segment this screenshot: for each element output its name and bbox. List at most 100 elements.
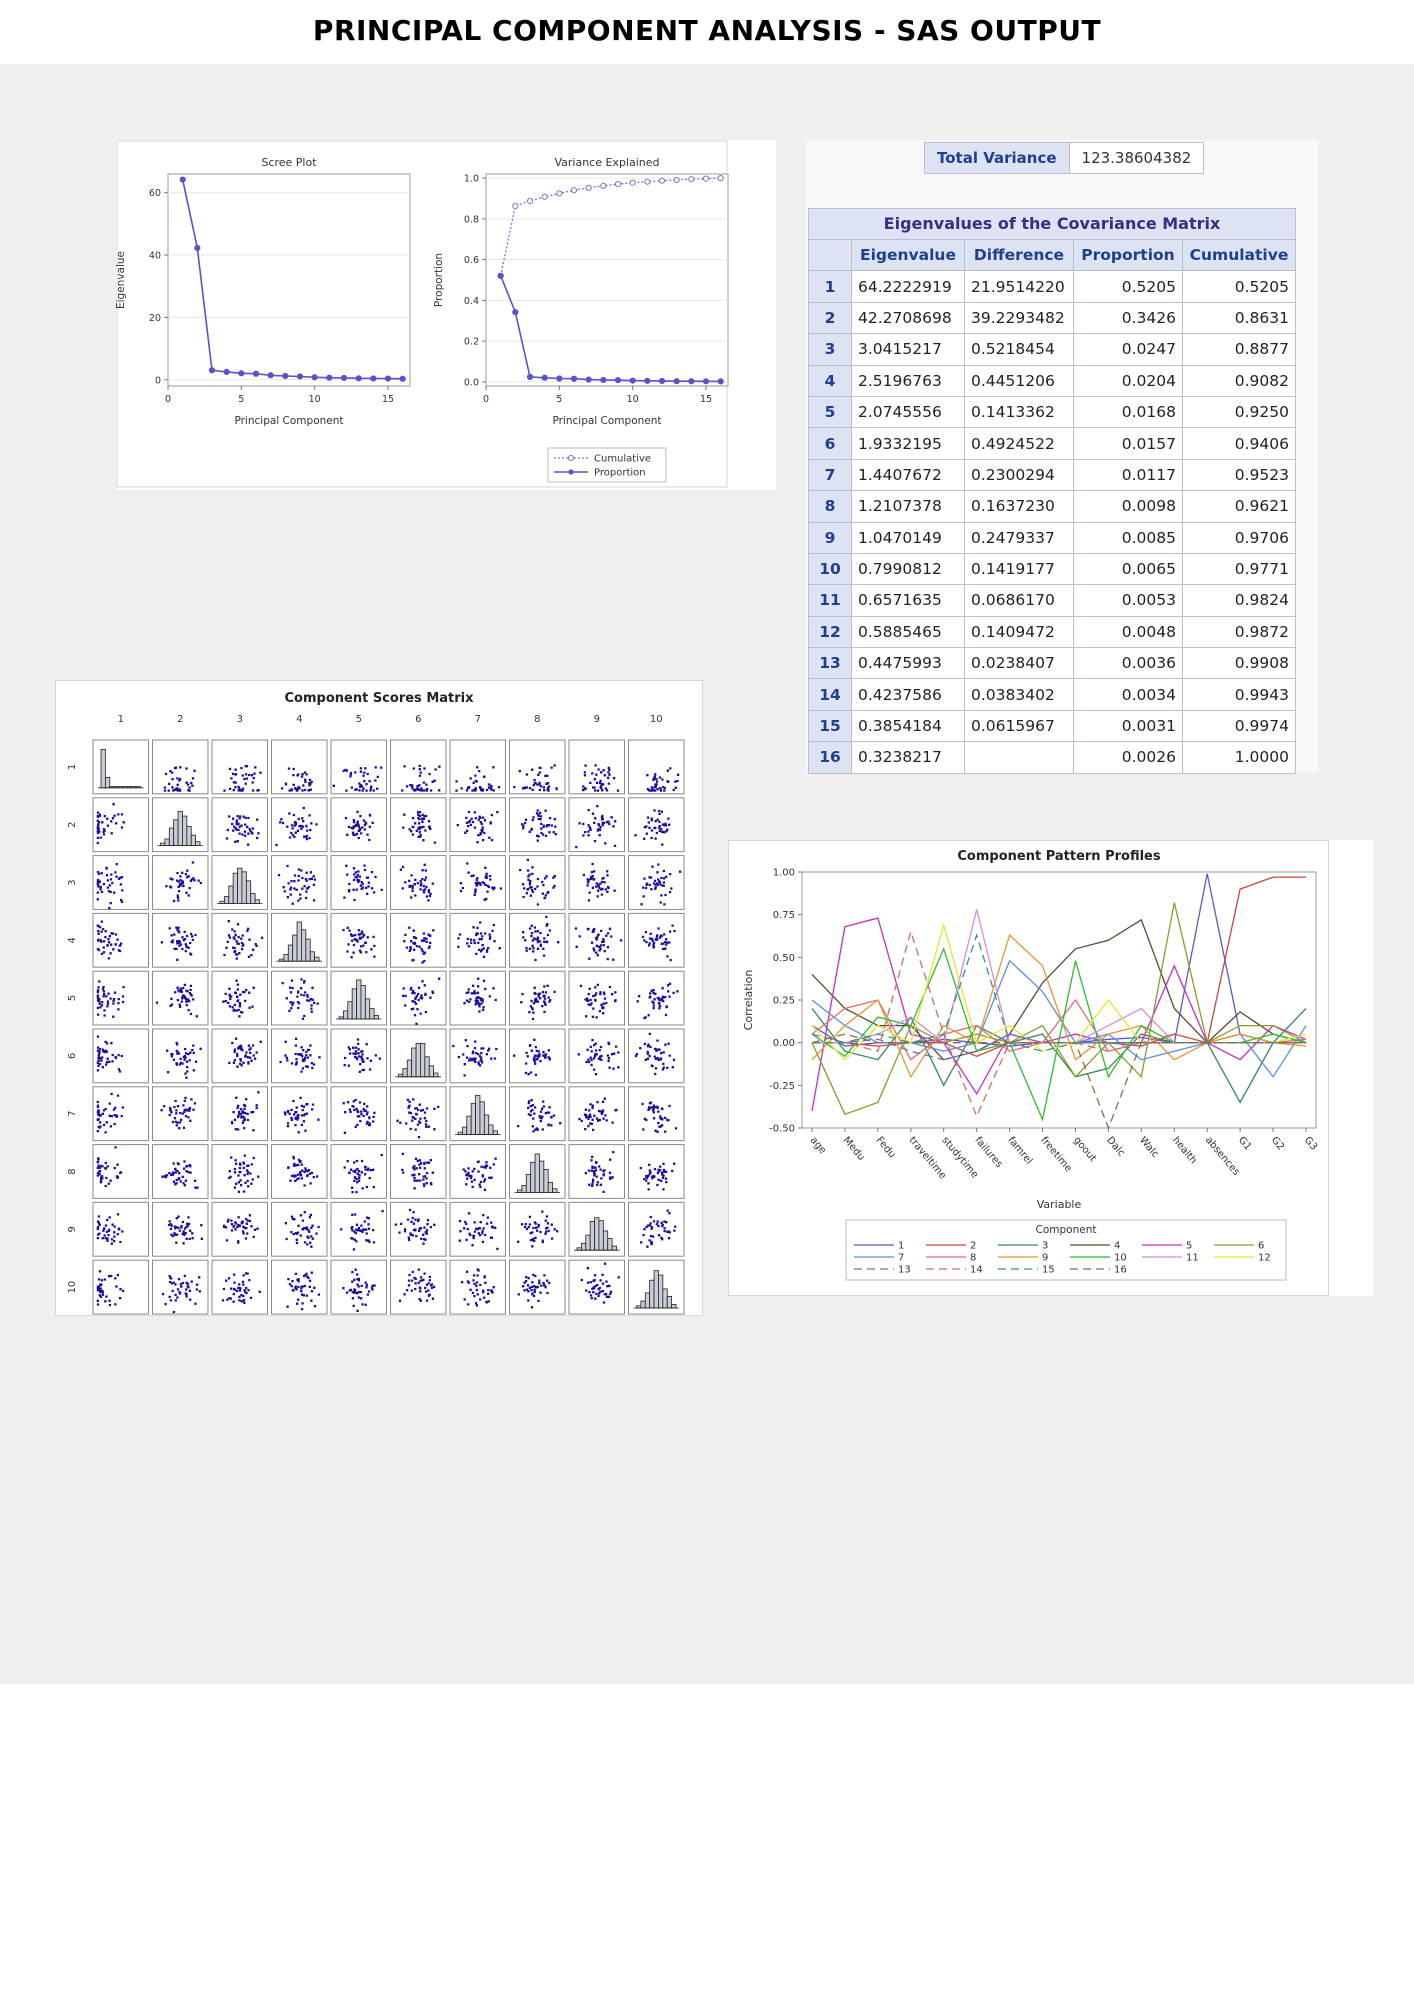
scatter-points [398, 1268, 436, 1302]
histogram-bar [369, 1008, 375, 1020]
scatter-points [343, 864, 383, 902]
variance-point [658, 377, 666, 385]
histogram-bar [640, 1300, 646, 1309]
scatter-points [221, 1272, 261, 1304]
scatter-points [641, 1101, 678, 1133]
matrix-cell [628, 1028, 685, 1084]
matrix-cell-frame [509, 1201, 566, 1257]
scatter-points [277, 864, 317, 905]
col-proportion: Proportion [1073, 238, 1183, 272]
matrix-cell-frame [628, 1086, 685, 1142]
matrix-cell [509, 1086, 566, 1142]
scatter-points [580, 1262, 620, 1304]
histogram-bar [406, 1059, 413, 1078]
scatter-points [634, 809, 671, 846]
histogram-bar [611, 1245, 617, 1251]
matrix-cell [390, 1201, 447, 1257]
variance-point [702, 175, 710, 182]
scatter-points [155, 983, 198, 1018]
variance-point [497, 272, 504, 279]
scree-plot-area [167, 173, 411, 387]
profile-ytick-label: 1.00 [773, 868, 795, 879]
histogram-bar [342, 1010, 349, 1020]
cell-proportion: 0.0065 [1073, 552, 1183, 586]
cell-difference: 21.9514220 [964, 270, 1074, 303]
histogram-bar [250, 893, 256, 904]
variance-point [512, 308, 519, 316]
scatter-points [582, 862, 616, 902]
matrix-cell [92, 1201, 149, 1257]
scatter-points [575, 804, 617, 849]
histogram-bar [356, 979, 362, 1020]
histogram-bar [644, 1292, 651, 1309]
scatter-points [402, 810, 437, 844]
histogram-bar [547, 1182, 554, 1193]
legend-proportion-marker [568, 469, 574, 475]
profile-legend-label: 11 [1186, 1253, 1199, 1264]
scree-panel: Scree Plot 0 20 40 60 0 5 10 15 Principal Compone… [115, 140, 776, 490]
scatter-points [344, 810, 374, 842]
matrix-row-label: 8 [67, 1168, 78, 1174]
table-row: 15 0.3854184 0.0615967 0.0031 0.9974 [808, 709, 1296, 743]
matrix-cell [152, 739, 209, 795]
table-row: 8 1.2107378 0.1637230 0.0098 0.9621 [808, 490, 1296, 523]
matrix-cell [390, 912, 447, 968]
scatter-points [403, 926, 435, 964]
scores-matrix-panel: Component Scores Matrix 1 1 2 2 3 3 4 4 5 5 6 6 7 7 8 8 9… [55, 680, 703, 1316]
matrix-cell [628, 1259, 685, 1315]
variance-point [673, 176, 680, 184]
matrix-cell [271, 1028, 328, 1084]
matrix-cell [390, 970, 447, 1026]
matrix-cell [152, 1086, 209, 1142]
histogram-bar [483, 1114, 490, 1136]
profile-plot-area [801, 871, 1317, 1129]
matrix-cell [509, 970, 566, 1026]
table-row: 11 0.6571635 0.0686170 0.0053 0.9824 [808, 584, 1296, 617]
matrix-cell [271, 970, 328, 1026]
cell-eigenvalue: 64.2222919 [851, 270, 965, 303]
matrix-cell [330, 1086, 387, 1142]
matrix-cell-frame [152, 1201, 209, 1257]
scatter-points [452, 1039, 498, 1077]
histogram-bar [666, 1295, 673, 1309]
cell-proportion: 0.0168 [1073, 395, 1183, 429]
histogram-bar [186, 826, 192, 846]
cell-eigenvalue: 0.4237586 [851, 678, 965, 711]
profile-legend-label: 7 [898, 1253, 904, 1264]
matrix-cell [330, 855, 387, 910]
matrix-cell-frame [628, 855, 685, 910]
matrix-cell [390, 855, 447, 910]
profile-legend-label: 14 [970, 1265, 983, 1276]
cell-proportion: 0.0247 [1073, 333, 1183, 366]
histogram-bar [232, 872, 238, 904]
scatter-points [458, 1212, 499, 1251]
histogram-bar [607, 1238, 613, 1251]
profile-ytick-label: -0.50 [769, 1124, 795, 1135]
histogram-bar [283, 953, 289, 962]
profile-series-line [811, 902, 1307, 1116]
matrix-cell [509, 739, 566, 795]
cell-eigenvalue: 0.3854184 [851, 709, 965, 743]
eigenvalue-table: Eigenvalues of the Covariance Matrix Eig… [808, 208, 1296, 774]
histogram-bar [433, 1072, 439, 1078]
scatter-points [581, 764, 620, 792]
matrix-cell-frame [211, 1259, 268, 1315]
table-row: 5 2.0745556 0.1413362 0.0168 0.9250 [808, 395, 1296, 429]
matrix-cell [628, 1201, 685, 1257]
variance-xlabel: Principal Component [552, 415, 661, 427]
matrix-cell [568, 1201, 625, 1257]
variance-point [644, 178, 651, 185]
table-row: 13 0.4475993 0.0238407 0.0036 0.9908 [808, 647, 1296, 680]
cell-difference: 0.0615967 [964, 709, 1074, 743]
profile-ytick-label: 0.00 [773, 1038, 795, 1049]
row-number: 5 [808, 395, 852, 429]
matrix-cell [568, 912, 625, 968]
profile-legend-title: Component [1036, 1224, 1097, 1236]
cell-eigenvalue: 2.0745556 [851, 395, 965, 429]
cell-eigenvalue: 1.2107378 [851, 490, 965, 523]
cell-eigenvalue: 0.4475993 [851, 647, 965, 680]
histogram-bar [461, 1126, 468, 1135]
cell-eigenvalue: 0.7990812 [851, 552, 965, 586]
histogram-bar [525, 1174, 532, 1193]
scree-ytick-label: 0 [155, 375, 161, 386]
